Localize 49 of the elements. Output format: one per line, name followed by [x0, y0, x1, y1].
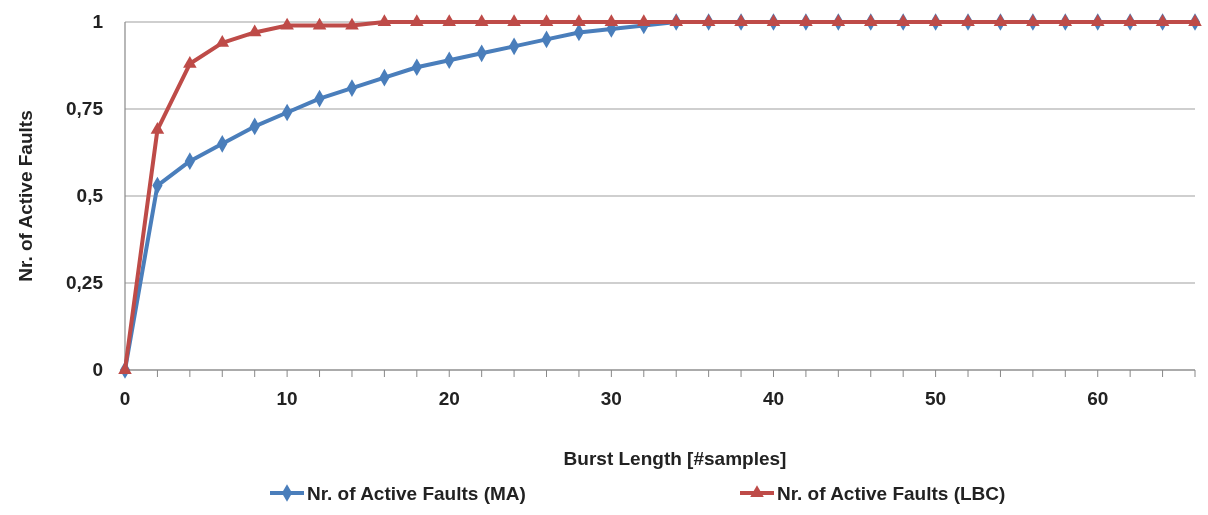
- legend-label: Nr. of Active Faults (MA): [307, 483, 526, 504]
- legend-label: Nr. of Active Faults (LBC): [777, 483, 1006, 504]
- point: [863, 14, 878, 26]
- point: [636, 14, 651, 26]
- point: [669, 14, 684, 26]
- point: [312, 17, 327, 30]
- point: [701, 14, 716, 26]
- point: [539, 14, 554, 26]
- x-tick-label: 40: [762, 388, 785, 409]
- point: [280, 17, 294, 30]
- point: [1155, 14, 1170, 26]
- x-axis-title: Burst Length [#samples]: [563, 448, 787, 469]
- x-tick-label: 10: [276, 388, 298, 409]
- point: [1058, 14, 1073, 26]
- point: [377, 14, 392, 26]
- x-tick-label: 50: [925, 388, 947, 409]
- point: [572, 14, 586, 26]
- point: [831, 14, 846, 26]
- point: [993, 14, 1008, 26]
- point: [1188, 14, 1202, 26]
- point: [1026, 14, 1040, 26]
- x-tick-label: 30: [600, 388, 622, 409]
- point: [345, 17, 359, 30]
- point: [799, 14, 813, 26]
- point: [507, 14, 521, 26]
- y-tick-label: 1: [92, 11, 104, 32]
- point: [442, 14, 457, 26]
- point: [247, 24, 262, 37]
- y-tick-label: 0,25: [66, 272, 104, 293]
- point: [1090, 14, 1105, 26]
- point: [896, 14, 910, 26]
- point: [604, 14, 619, 26]
- point: [215, 35, 230, 47]
- y-tick-label: 0,75: [66, 98, 104, 119]
- point: [1123, 14, 1137, 26]
- point: [474, 14, 489, 26]
- x-tick-label: 20: [438, 388, 460, 409]
- point: [961, 14, 975, 26]
- point: [734, 14, 748, 26]
- x-tick-label: 0: [119, 388, 131, 409]
- point: [150, 122, 165, 134]
- point: [410, 14, 424, 26]
- point: [928, 14, 943, 26]
- y-axis-title: Nr. of Active Faults: [15, 110, 36, 282]
- y-tick-label: 0,5: [76, 185, 104, 206]
- point: [766, 14, 781, 26]
- y-tick-label: 0: [92, 359, 103, 380]
- x-tick-label: 60: [1087, 388, 1109, 409]
- point: [183, 55, 197, 68]
